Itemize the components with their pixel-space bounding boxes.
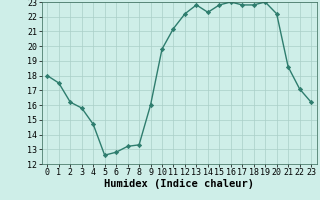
X-axis label: Humidex (Indice chaleur): Humidex (Indice chaleur) xyxy=(104,179,254,189)
